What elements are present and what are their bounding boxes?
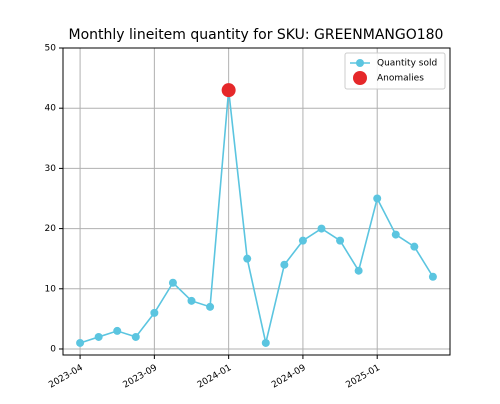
data-point [298, 236, 307, 245]
chart-title: Monthly lineitem quantity for SKU: GREEN… [69, 27, 444, 43]
legend-box [344, 52, 446, 90]
plot-frame [62, 47, 451, 356]
y-tick-label: 30 [45, 164, 57, 174]
data-line [79, 90, 434, 344]
data-point [243, 254, 252, 263]
data-point [410, 242, 419, 251]
legend-marker [353, 71, 367, 85]
anomaly-point [221, 83, 236, 98]
legend-label: Anomalies [377, 74, 424, 84]
y-tick-label: 0 [50, 344, 56, 354]
y-tick-label: 40 [45, 104, 57, 114]
data-point [354, 266, 363, 275]
legend-marker [356, 59, 364, 67]
legend-label: Quantity sold [377, 59, 437, 69]
data-point [168, 278, 177, 287]
data-point [76, 338, 85, 347]
data-point [131, 332, 140, 341]
y-tick-label: 10 [45, 284, 57, 294]
y-tick-label: 50 [45, 44, 57, 54]
data-point [187, 296, 196, 305]
data-point [261, 338, 270, 347]
data-point [280, 260, 289, 269]
data-point [391, 230, 400, 239]
data-point [94, 332, 103, 341]
data-point [206, 302, 215, 311]
data-point [336, 236, 345, 245]
data-point [150, 308, 159, 317]
data-point [428, 272, 437, 281]
data-point [113, 326, 122, 335]
data-point [317, 224, 326, 233]
data-point [373, 194, 382, 203]
y-tick-label: 20 [45, 224, 57, 234]
